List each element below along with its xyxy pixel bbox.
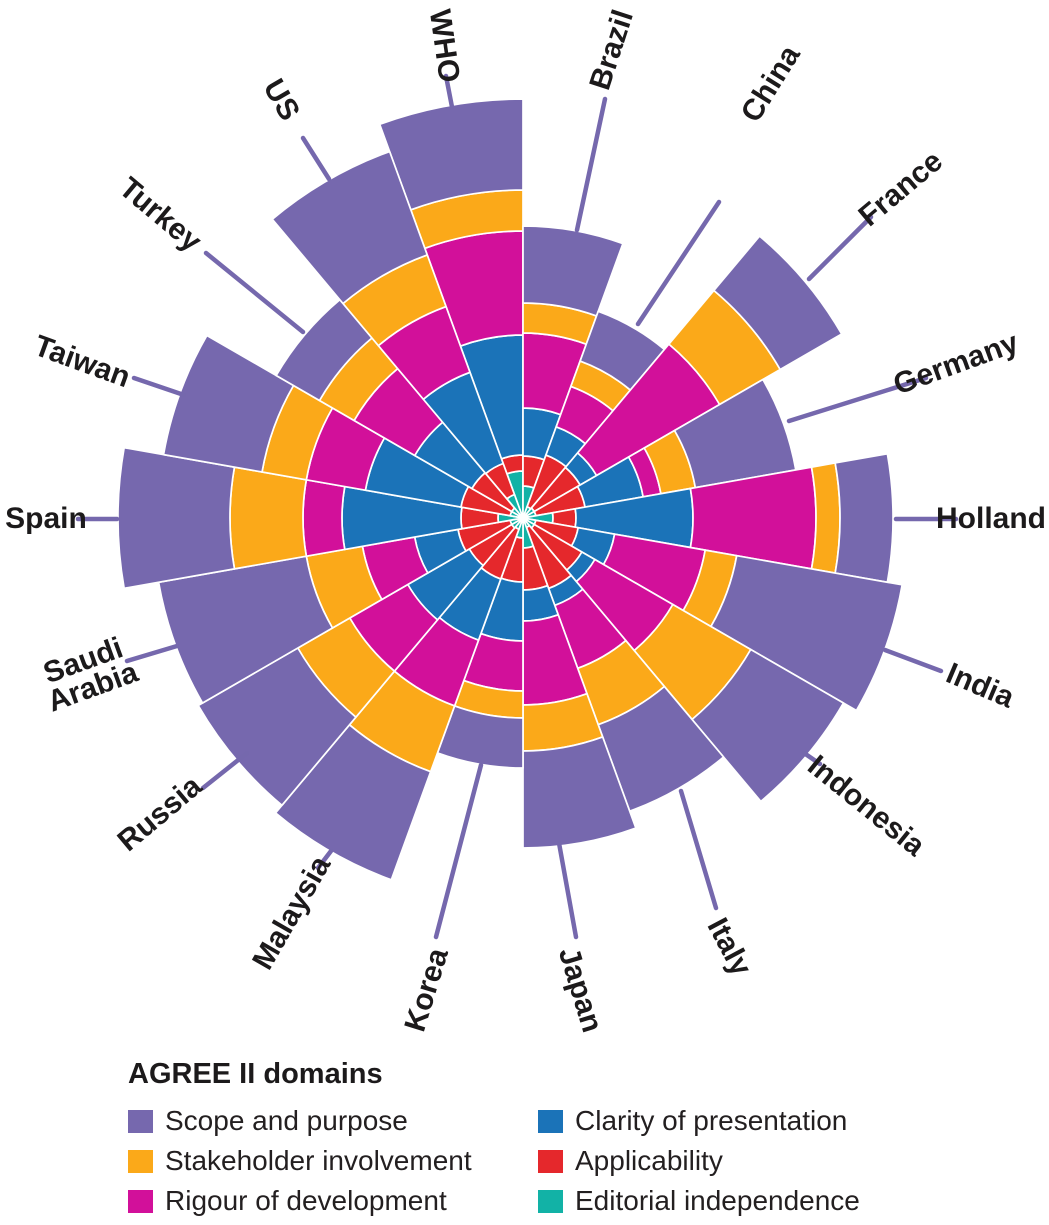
sector-brazil-scope	[522, 225, 624, 317]
legend-item-label: Applicability	[575, 1145, 723, 1176]
leader-line-who	[443, 73, 455, 110]
leader-line-japan	[556, 840, 579, 940]
leader-line-taiwan	[131, 375, 187, 398]
sector-japan-scope	[522, 736, 637, 849]
leader-line-china	[635, 199, 722, 327]
legend-item-label: Clarity of presentation	[575, 1105, 848, 1136]
legend-swatch-icon	[538, 1109, 563, 1133]
leader-line-indonesia	[801, 750, 823, 767]
leader-line-italy	[678, 788, 719, 911]
leader-line-malaysia	[315, 848, 334, 871]
leader-line-turkey	[203, 250, 306, 335]
legend-item-editorial-independence: Editorial independence	[538, 1185, 860, 1216]
leader-line-india	[882, 647, 944, 674]
legend-item-stakeholder-involvement: Stakeholder involvement	[128, 1145, 472, 1176]
sector-spain-scope	[117, 446, 236, 590]
legend-swatch-icon	[538, 1149, 563, 1173]
leader-line-russia	[200, 750, 250, 791]
legend-title: AGREE II domains	[128, 1058, 383, 1090]
leader-line-france	[806, 214, 874, 282]
legend-swatch-icon	[128, 1109, 153, 1133]
sector-malaysia-scope	[274, 723, 432, 881]
legend-item-rigour-of-development: Rigour of development	[128, 1185, 447, 1216]
leader-line-korea	[433, 762, 484, 940]
legend-item-scope-and-purpose: Scope and purpose	[128, 1105, 408, 1136]
sector-taiwan-scope	[162, 334, 295, 473]
sector-us-scope	[271, 150, 429, 305]
legend-swatch-icon	[538, 1189, 563, 1213]
legend-item-label: Scope and purpose	[165, 1105, 408, 1136]
sector-who-scope	[378, 98, 524, 211]
leader-line-germany	[786, 375, 929, 424]
leader-line-saudi-arabia	[124, 643, 180, 664]
sector-indonesia-scope	[691, 648, 845, 803]
legend-item-clarity-of-presentation: Clarity of presentation	[538, 1105, 848, 1136]
sector-india-scope	[710, 554, 903, 712]
legend-swatch-icon	[128, 1149, 153, 1173]
country-label-spain: Spain	[5, 502, 87, 536]
legend-swatch-icon	[128, 1189, 153, 1213]
legend-item-label: Stakeholder involvement	[165, 1145, 472, 1176]
legend-item-applicability: Applicability	[538, 1145, 723, 1176]
country-label-holland: Holland	[936, 502, 1046, 536]
legend-item-label: Editorial independence	[575, 1185, 860, 1216]
sector-france-scope	[713, 235, 843, 371]
leader-line-us	[300, 135, 332, 182]
leader-line-brazil	[574, 96, 608, 233]
sector-russia-scope	[197, 647, 357, 807]
legend-item-label: Rigour of development	[165, 1185, 447, 1216]
